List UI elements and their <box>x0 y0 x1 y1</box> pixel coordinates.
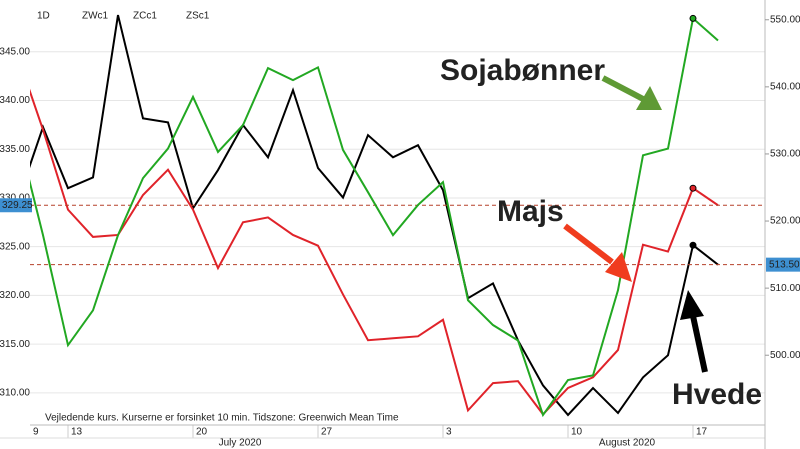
y-tick-label: 335.00 <box>0 144 30 155</box>
annotation: Majs <box>497 195 564 228</box>
month-label: August 2020 <box>599 438 656 449</box>
y-tick-label: 325.00 <box>0 241 30 252</box>
x-tick-label: 20 <box>196 427 208 438</box>
legend-entry: ZCc1 <box>133 11 157 22</box>
y-tick-label: 345.00 <box>0 46 30 57</box>
x-tick-label: 9 <box>33 427 39 438</box>
price-tag-label: 513.50 <box>769 259 800 270</box>
legend-entry: ZWc1 <box>82 11 109 22</box>
y-tick-label: 320.00 <box>0 290 30 301</box>
y-tick-label: 315.00 <box>0 339 30 350</box>
y-tick-label: 340.00 <box>0 95 30 106</box>
y2-tick-label: 530.00 <box>770 149 800 160</box>
price-tag <box>766 257 800 272</box>
x-tick-label: 13 <box>71 427 83 438</box>
legend-entry: ZSc1 <box>186 11 210 22</box>
point-marker <box>689 241 697 249</box>
x-tick-label: 10 <box>571 427 583 438</box>
y2-tick-label: 510.00 <box>770 283 800 294</box>
series-line <box>30 16 719 418</box>
arrow <box>563 223 632 282</box>
y2-tick-label: 500.00 <box>770 350 800 361</box>
interval: 1D <box>37 11 50 22</box>
annotation: Sojabønner <box>440 54 605 87</box>
x-tick-label: 17 <box>696 427 708 438</box>
x-tick-label: 3 <box>446 427 452 438</box>
price-tag <box>0 198 32 213</box>
annotation: Hvede <box>672 378 762 411</box>
month-label: July 2020 <box>219 438 262 449</box>
series-line <box>30 14 719 417</box>
y2-tick-label: 550.00 <box>770 14 800 25</box>
point-marker <box>689 14 697 22</box>
y2-tick-label: 540.00 <box>770 81 800 92</box>
y2-tick-label: 520.00 <box>770 216 800 227</box>
series-line <box>30 88 719 416</box>
y-tick-label: 310.00 <box>0 387 30 398</box>
arrow <box>601 75 662 110</box>
point-marker <box>689 184 697 192</box>
note: Vejledende kurs. Kurserne er forsinket 1… <box>45 413 399 424</box>
x-tick-label: 27 <box>321 427 333 438</box>
y-tick-label: 330.00 <box>0 193 30 204</box>
arrow <box>680 290 708 373</box>
price-tag-label: 329.25 <box>2 200 33 211</box>
